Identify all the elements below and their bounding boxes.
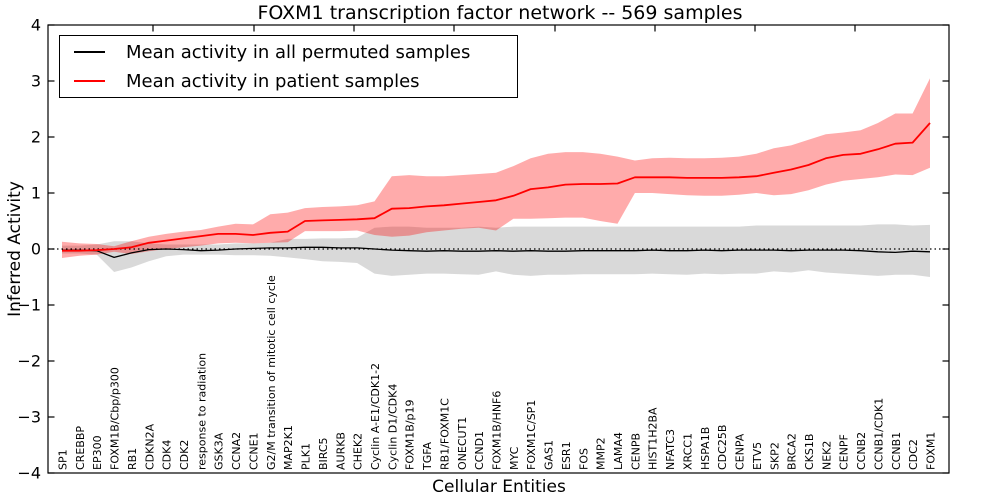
x-category-label: ONECUT1 — [456, 417, 469, 470]
x-category-label: response to radiation — [195, 353, 208, 470]
x-category-label: CCND1 — [473, 431, 486, 470]
patient-mean-line — [62, 122, 931, 252]
x-category-label: XRCC1 — [681, 433, 694, 470]
x-category-label: SKP2 — [768, 442, 781, 470]
patient-line-swatch — [74, 80, 105, 82]
x-category-label: EP300 — [91, 435, 104, 470]
x-category-label: NFATC3 — [664, 429, 677, 470]
x-category-label: CDC25B — [716, 425, 729, 470]
x-category-label: CENPA — [734, 433, 747, 470]
x-category-label: BRCA2 — [786, 433, 799, 470]
chart-title: FOXM1 transcription factor network -- 56… — [257, 2, 743, 24]
x-category-label: TGFA — [421, 441, 434, 471]
x-category-label: CCNE1 — [247, 432, 260, 470]
x-category-label: BIRC5 — [317, 437, 330, 470]
x-category-label: RB1/FOXM1C — [438, 398, 451, 470]
x-category-label: CREBBP — [74, 426, 87, 470]
x-category-label: CHEK2 — [352, 433, 365, 470]
x-category-label: CENPB — [629, 433, 642, 470]
x-category-label: CDK2 — [178, 440, 191, 470]
x-category-label: G2/M transition of mitotic cell cycle — [265, 275, 278, 470]
permuted-mean-line — [62, 246, 931, 259]
patient-band — [62, 78, 930, 258]
x-category-label: PLK1 — [300, 443, 313, 470]
x-category-label: ESR1 — [560, 441, 573, 470]
y-tick-label: 0 — [31, 240, 41, 259]
legend-entry-patient: Mean activity in patient samples — [60, 67, 517, 96]
x-category-label: CKS1B — [803, 434, 816, 470]
x-category-label: FOXM1B/Cbp/p300 — [109, 367, 122, 470]
x-category-label: CDK4 — [161, 440, 174, 470]
x-category-label: MAP2K1 — [282, 425, 295, 470]
x-category-label: FOXM1B/p19 — [404, 399, 417, 470]
x-category-label: Cyclin D1/CDK4 — [386, 384, 399, 470]
x-category-label: NEK2 — [820, 441, 833, 470]
x-category-label: FOXM1 — [925, 432, 938, 470]
y-tick-label: 4 — [31, 16, 41, 35]
x-category-label: MYC — [508, 446, 521, 470]
x-category-label: CCNB1/CDK1 — [872, 398, 885, 470]
y-tick-label: −4 — [17, 464, 41, 483]
x-category-label: FOXM1C/SP1 — [525, 400, 538, 470]
legend-label-patient: Mean activity in patient samples — [126, 70, 420, 92]
y-tick-label: −2 — [17, 352, 41, 371]
x-category-label: CDKN2A — [143, 423, 156, 470]
y-tick-label: 1 — [31, 184, 41, 203]
x-axis-label: Cellular Entities — [432, 477, 566, 497]
y-tick-label: 2 — [31, 128, 41, 147]
x-category-label: CENPF — [838, 434, 851, 470]
x-category-label: AURKB — [334, 432, 347, 470]
x-category-label: LAMA4 — [612, 432, 625, 470]
x-category-label: FOXM1B/HNF6 — [491, 391, 504, 470]
y-axis-label: Inferred Activity — [5, 181, 25, 317]
legend: Mean activity in all permuted samples Me… — [59, 35, 518, 98]
y-tick-label: 3 — [31, 72, 41, 91]
x-category-label: RB1 — [126, 448, 139, 470]
x-category-label: ETV5 — [751, 442, 764, 470]
y-tick-label: −3 — [17, 408, 41, 427]
x-category-label: MMP2 — [595, 437, 608, 470]
x-category-label: FOS — [577, 448, 590, 470]
x-category-label: Cyclin A-E1/CDK1-2 — [369, 363, 382, 470]
x-category-label: CCNB2 — [855, 432, 868, 470]
x-category-label: GSK3A — [213, 432, 226, 470]
x-category-label: HIST1H2BA — [647, 407, 660, 470]
legend-entry-permuted: Mean activity in all permuted samples — [60, 38, 517, 67]
x-category-label: CDC2 — [907, 439, 920, 470]
y-tick-label: −1 — [17, 296, 41, 315]
permuted-line-swatch — [74, 51, 105, 53]
x-category-label: CCNA2 — [230, 432, 243, 470]
x-category-label: SP1 — [57, 449, 70, 470]
legend-label-permuted: Mean activity in all permuted samples — [126, 41, 471, 63]
x-category-label: GAS1 — [543, 440, 556, 470]
x-category-label: CCNB1 — [890, 432, 903, 470]
x-category-label: HSPA1B — [699, 427, 712, 470]
